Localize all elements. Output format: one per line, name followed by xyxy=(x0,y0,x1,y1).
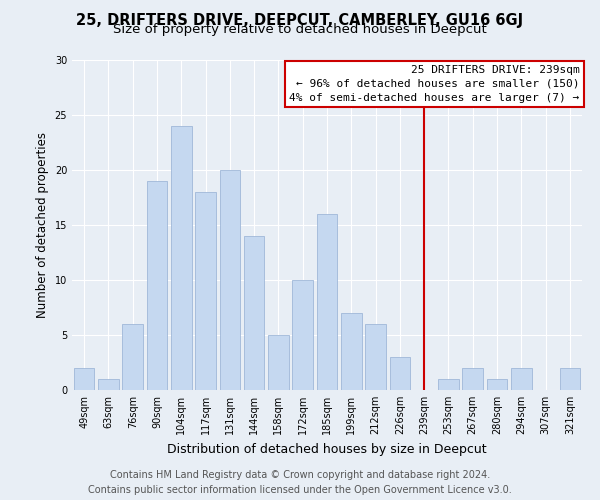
Bar xyxy=(146,181,167,390)
Bar xyxy=(317,214,337,390)
Y-axis label: Number of detached properties: Number of detached properties xyxy=(36,132,49,318)
Bar xyxy=(171,126,191,390)
Bar xyxy=(195,192,216,390)
Bar xyxy=(365,324,386,390)
Bar xyxy=(98,379,119,390)
Text: 25, DRIFTERS DRIVE, DEEPCUT, CAMBERLEY, GU16 6GJ: 25, DRIFTERS DRIVE, DEEPCUT, CAMBERLEY, … xyxy=(76,12,524,28)
Bar xyxy=(487,379,508,390)
Text: 25 DRIFTERS DRIVE: 239sqm
← 96% of detached houses are smaller (150)
4% of semi-: 25 DRIFTERS DRIVE: 239sqm ← 96% of detac… xyxy=(289,65,580,103)
Bar xyxy=(341,313,362,390)
Bar xyxy=(122,324,143,390)
Bar xyxy=(220,170,240,390)
Text: Size of property relative to detached houses in Deepcut: Size of property relative to detached ho… xyxy=(113,22,487,36)
Bar xyxy=(74,368,94,390)
Bar xyxy=(438,379,459,390)
Bar xyxy=(389,357,410,390)
Bar xyxy=(268,335,289,390)
Bar xyxy=(511,368,532,390)
Text: Contains HM Land Registry data © Crown copyright and database right 2024.
Contai: Contains HM Land Registry data © Crown c… xyxy=(88,470,512,495)
Bar xyxy=(292,280,313,390)
Bar xyxy=(463,368,483,390)
Bar xyxy=(560,368,580,390)
X-axis label: Distribution of detached houses by size in Deepcut: Distribution of detached houses by size … xyxy=(167,442,487,456)
Bar xyxy=(244,236,265,390)
